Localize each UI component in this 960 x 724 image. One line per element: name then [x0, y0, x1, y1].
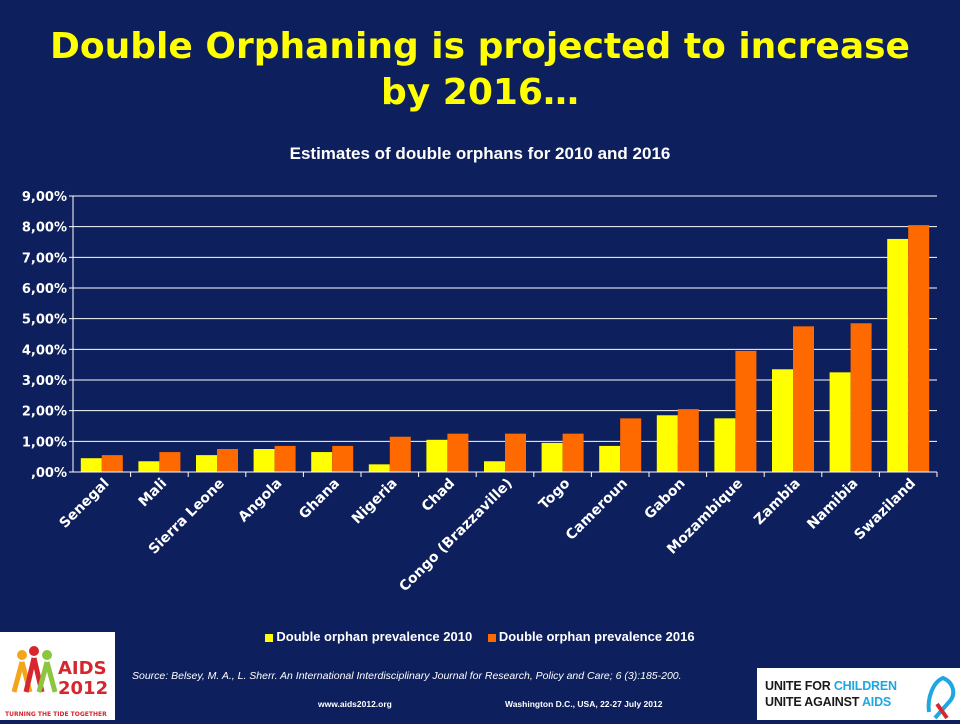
- x-tick-label: Angola: [235, 476, 285, 526]
- bar-2016: [389, 436, 411, 472]
- x-tick-label: Chad: [419, 476, 458, 515]
- bar-2010: [656, 415, 678, 472]
- aids-logo-tagline: TURNING THE TIDE TOGETHER: [5, 711, 107, 718]
- bar-2010: [772, 369, 793, 472]
- bar-2010: [80, 458, 102, 472]
- bar-2016: [677, 409, 699, 472]
- footer-event: Washington D.C., USA, 22-27 July 2012: [505, 699, 663, 709]
- x-tick-label: Mali: [136, 476, 171, 511]
- unite-for-children-logo: UNITE FOR CHILDREN UNITE AGAINST AIDS: [757, 668, 960, 720]
- legend-item-2010: Double orphan prevalence 2010: [265, 629, 472, 644]
- unite-logo-line1-b: CHILDREN: [833, 679, 897, 693]
- bar-2010: [714, 418, 736, 472]
- legend-label-2016: Double orphan prevalence 2016: [498, 629, 695, 644]
- bar-2010: [138, 461, 160, 472]
- bar-2016: [850, 323, 872, 472]
- bar-2016: [159, 452, 181, 472]
- x-tick-label: Nigeria: [349, 476, 401, 528]
- bar-2010: [426, 439, 448, 472]
- bar-2010: [599, 445, 621, 472]
- y-tick-label: 1,00%: [22, 435, 67, 450]
- x-tick-label: Zambia: [751, 476, 804, 529]
- aids2012-logo-graphic: AIDS 2012 TURNING THE TIDE TOGETHER: [5, 646, 108, 718]
- bar-2016: [620, 418, 642, 472]
- y-tick-label: 8,00%: [22, 221, 67, 236]
- chart-title: Estimates of double orphans for 2010 and…: [289, 144, 671, 163]
- bar-2010: [368, 464, 390, 472]
- x-tick-label: Cameroun: [563, 476, 631, 544]
- unite-logo-line1: UNITE FOR CHILDREN: [765, 678, 897, 694]
- legend-item-2016: Double orphan prevalence 2016: [487, 629, 695, 644]
- aids-logo-word: AIDS: [58, 658, 107, 679]
- y-tick-label: 6,00%: [22, 282, 67, 297]
- unite-logo-text: UNITE FOR CHILDREN UNITE AGAINST AIDS: [765, 678, 897, 710]
- source-citation: Source: Belsey, M. A., L. Sherr. An Inte…: [132, 670, 682, 682]
- bar-2016: [101, 455, 123, 472]
- bar-2016: [562, 433, 584, 472]
- bar-2010: [311, 452, 333, 472]
- x-tick-label: Senegal: [57, 476, 113, 532]
- bar-2016: [793, 326, 814, 472]
- bar-2016: [505, 433, 526, 472]
- bar-2016: [274, 445, 296, 472]
- x-tick-label: Gabon: [642, 476, 689, 523]
- bar-2010: [196, 455, 217, 472]
- legend-label-2010: Double orphan prevalence 2010: [276, 629, 473, 644]
- aids2012-logo: AIDS 2012 TURNING THE TIDE TOGETHER: [0, 632, 115, 720]
- bar-2010: [887, 238, 909, 472]
- bar-2016: [217, 449, 238, 472]
- y-tick-label: ,00%: [31, 466, 67, 481]
- unite-logo-line2-b: AIDS: [861, 695, 892, 709]
- unite-logo-line2-a: UNITE AGAINST: [765, 695, 862, 709]
- y-tick-label: 4,00%: [22, 343, 67, 358]
- bar-2016: [735, 350, 757, 472]
- x-tick-label: Togo: [536, 475, 574, 513]
- y-tick-label: 7,00%: [22, 251, 67, 266]
- chart-legend: Double orphan prevalence 2010 Double orp…: [0, 629, 960, 644]
- bar-2016: [332, 445, 354, 472]
- bar-2016: [447, 433, 469, 472]
- y-tick-label: 3,00%: [22, 374, 67, 389]
- x-tick-label: Ghana: [296, 476, 343, 523]
- legend-swatch-2016: [487, 633, 496, 642]
- bar-2016: [908, 225, 930, 472]
- y-tick-label: 9,00%: [22, 190, 67, 205]
- aids-logo-year: 2012: [58, 678, 108, 699]
- slide-title: Double Orphaning is projected to increas…: [50, 26, 910, 113]
- unite-logo-line2: UNITE AGAINST AIDS: [765, 694, 897, 710]
- bar-2010: [253, 449, 275, 472]
- y-tick-label: 5,00%: [22, 313, 67, 328]
- legend-swatch-2010: [265, 633, 274, 642]
- x-tick-label: Namibia: [804, 476, 861, 533]
- bar-2010: [484, 461, 505, 472]
- x-tick-label: Congo (Brazzaville): [396, 476, 515, 595]
- footer-url[interactable]: www.aids2012.org: [318, 699, 392, 709]
- unite-logo-line1-a: UNITE FOR: [765, 679, 834, 693]
- y-tick-label: 2,00%: [22, 405, 67, 420]
- red-ribbon-icon: [926, 675, 956, 720]
- x-tick-label: Swaziland: [851, 476, 919, 544]
- bar-2010: [541, 442, 563, 472]
- bar-chart: 9,00% 8,00% 7,00% 6,00% 5,00% 4,00% 3,00% 2,00%…: [22, 190, 938, 595]
- bar-2010: [829, 372, 851, 472]
